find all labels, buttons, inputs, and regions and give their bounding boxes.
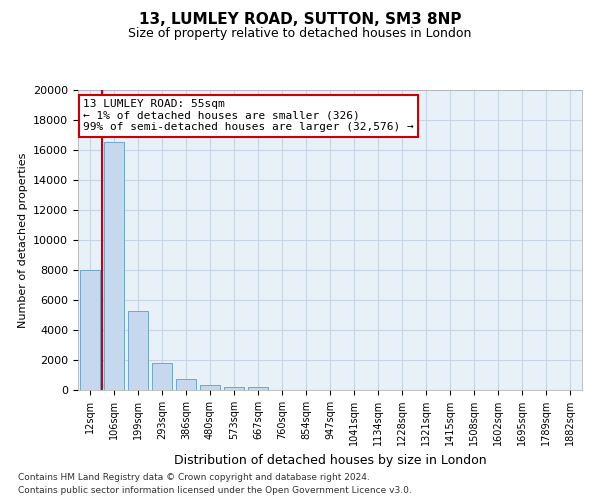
- Bar: [200, 385, 220, 390]
- Text: Size of property relative to detached houses in London: Size of property relative to detached ho…: [128, 28, 472, 40]
- Text: Contains HM Land Registry data © Crown copyright and database right 2024.: Contains HM Land Registry data © Crown c…: [18, 472, 370, 482]
- Text: 13, LUMLEY ROAD, SUTTON, SM3 8NP: 13, LUMLEY ROAD, SUTTON, SM3 8NP: [139, 12, 461, 28]
- Bar: [152, 363, 172, 390]
- Text: Contains public sector information licensed under the Open Government Licence v3: Contains public sector information licen…: [18, 486, 412, 495]
- X-axis label: Distribution of detached houses by size in London: Distribution of detached houses by size …: [173, 454, 487, 466]
- Y-axis label: Number of detached properties: Number of detached properties: [17, 152, 28, 328]
- Bar: [224, 386, 244, 390]
- Bar: [176, 379, 196, 390]
- Bar: [248, 387, 268, 390]
- Bar: [128, 310, 148, 390]
- Bar: [104, 142, 124, 390]
- Text: 13 LUMLEY ROAD: 55sqm
← 1% of detached houses are smaller (326)
99% of semi-deta: 13 LUMLEY ROAD: 55sqm ← 1% of detached h…: [83, 99, 414, 132]
- Bar: [80, 270, 100, 390]
